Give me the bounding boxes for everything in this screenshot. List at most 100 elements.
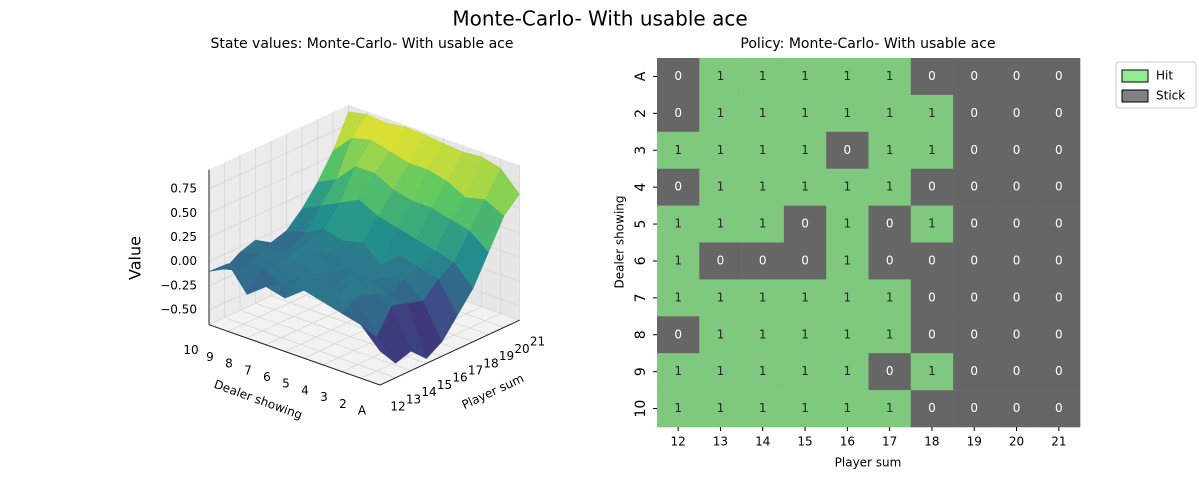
cell-label: 0	[1013, 180, 1021, 194]
y-tick-label: 2	[633, 109, 649, 118]
x-tick-label: 13	[406, 392, 421, 406]
z-tick-label: 0.75	[170, 182, 197, 196]
heatmap-cell	[953, 390, 996, 428]
heatmap-cell	[910, 353, 954, 391]
figure-title: Monte-Carlo- With usable ace	[452, 7, 747, 31]
heatmap-cell	[657, 353, 700, 391]
cell-label: 1	[674, 253, 682, 267]
heatmap-cell	[868, 58, 912, 96]
cell-label: 0	[970, 401, 978, 415]
cell-label: 1	[759, 143, 767, 157]
heatmap-cell	[1037, 94, 1081, 133]
cell-label: 0	[1013, 143, 1021, 157]
heatmap-cell	[868, 353, 912, 391]
cell-label: 1	[674, 217, 682, 231]
cell-label: 0	[928, 401, 936, 415]
x-axis-label: Player sum	[835, 456, 902, 470]
heatmap-cell	[995, 168, 1038, 206]
cell-label: 1	[717, 106, 725, 120]
heatmap-cell	[910, 390, 954, 428]
heatmap-cell	[657, 131, 700, 169]
cell-label: 1	[759, 180, 767, 194]
heatmap-cell	[1037, 316, 1081, 354]
cell-label: 1	[928, 106, 936, 120]
grid-line	[224, 317, 396, 379]
y-axis-label: Dealer showing	[613, 195, 627, 288]
cell-label: 0	[1055, 217, 1063, 231]
heatmap-cell	[1037, 279, 1081, 317]
heatmap-cell	[699, 279, 742, 317]
cell-label: 0	[886, 364, 894, 378]
cell-label: 1	[928, 364, 936, 378]
heatmap-cell	[699, 94, 742, 133]
cell-label: 0	[1013, 401, 1021, 415]
y-axis	[208, 324, 381, 386]
legend-swatch	[1121, 89, 1149, 103]
x-tick-label: 13	[713, 435, 728, 449]
cell-label: 1	[844, 217, 852, 231]
x-tick-label: 12	[390, 400, 405, 414]
heatmap-cell	[699, 205, 742, 243]
heatmap-cell	[699, 353, 742, 391]
cell-label: 1	[844, 180, 852, 194]
cell-label: 1	[801, 327, 809, 341]
heatmap-cell	[868, 131, 912, 169]
heatmap-cell	[995, 58, 1038, 96]
cell-label: 0	[1013, 69, 1021, 83]
cell-label: 1	[674, 143, 682, 157]
heatmap-cell	[826, 58, 869, 96]
heatmap-cell	[826, 242, 869, 280]
cell-label: 0	[970, 180, 978, 194]
heatmap-cell	[868, 279, 912, 317]
heatmap-cell	[910, 242, 954, 280]
chart-title: State values: Monte-Carlo- With usable a…	[211, 36, 514, 52]
heatmap-cell	[741, 316, 785, 354]
y-tick-label: 2	[339, 397, 347, 411]
heatmap-cell	[953, 205, 996, 243]
cell-label: 0	[1055, 364, 1063, 378]
heatmap-cell	[953, 168, 996, 206]
cell-label: 0	[928, 327, 936, 341]
heatmap-cell	[699, 242, 742, 280]
heatmap-cell	[868, 390, 912, 428]
heatmap-cell	[910, 168, 954, 206]
heatmap-cell	[783, 242, 827, 280]
heatmap-cell	[868, 316, 912, 354]
z-tick-label: 0.00	[170, 254, 197, 268]
heatmap-cell	[910, 58, 954, 96]
heatmap-cell	[657, 242, 700, 280]
cell-label: 0	[970, 327, 978, 341]
cell-label: 0	[1055, 327, 1063, 341]
cell-label: 1	[717, 290, 725, 304]
cell-label: 0	[970, 69, 978, 83]
cell-label: 0	[1055, 401, 1063, 415]
heatmap-cell	[657, 390, 700, 428]
cell-label: 1	[674, 401, 682, 415]
heatmap-cell	[910, 131, 954, 169]
cell-label: 1	[759, 401, 767, 415]
y-tick-label: 5	[633, 220, 649, 229]
cell-label: 1	[886, 143, 894, 157]
cell-label: 0	[970, 253, 978, 267]
heatmap-cell	[995, 316, 1038, 354]
heatmap-cell	[1037, 131, 1081, 169]
cell-label: 1	[928, 217, 936, 231]
cell-label: 1	[801, 180, 809, 194]
cell-label: 0	[928, 180, 936, 194]
cell-label: 1	[717, 69, 725, 83]
heatmap-cell	[995, 131, 1038, 169]
heatmap-cell	[783, 94, 827, 133]
y-tick-label: 8	[225, 357, 233, 371]
heatmap-cell	[910, 205, 954, 243]
cell-label: 0	[674, 106, 682, 120]
heatmap-cell	[741, 353, 785, 391]
z-tick-label: 0.25	[170, 230, 197, 244]
cell-label: 1	[844, 364, 852, 378]
cell-label: 0	[970, 290, 978, 304]
x-tick-label: 18	[483, 356, 498, 370]
cell-label: 1	[801, 69, 809, 83]
cell-label: 0	[717, 253, 725, 267]
heatmap-cell	[953, 353, 996, 391]
cell-label: 1	[759, 217, 767, 231]
